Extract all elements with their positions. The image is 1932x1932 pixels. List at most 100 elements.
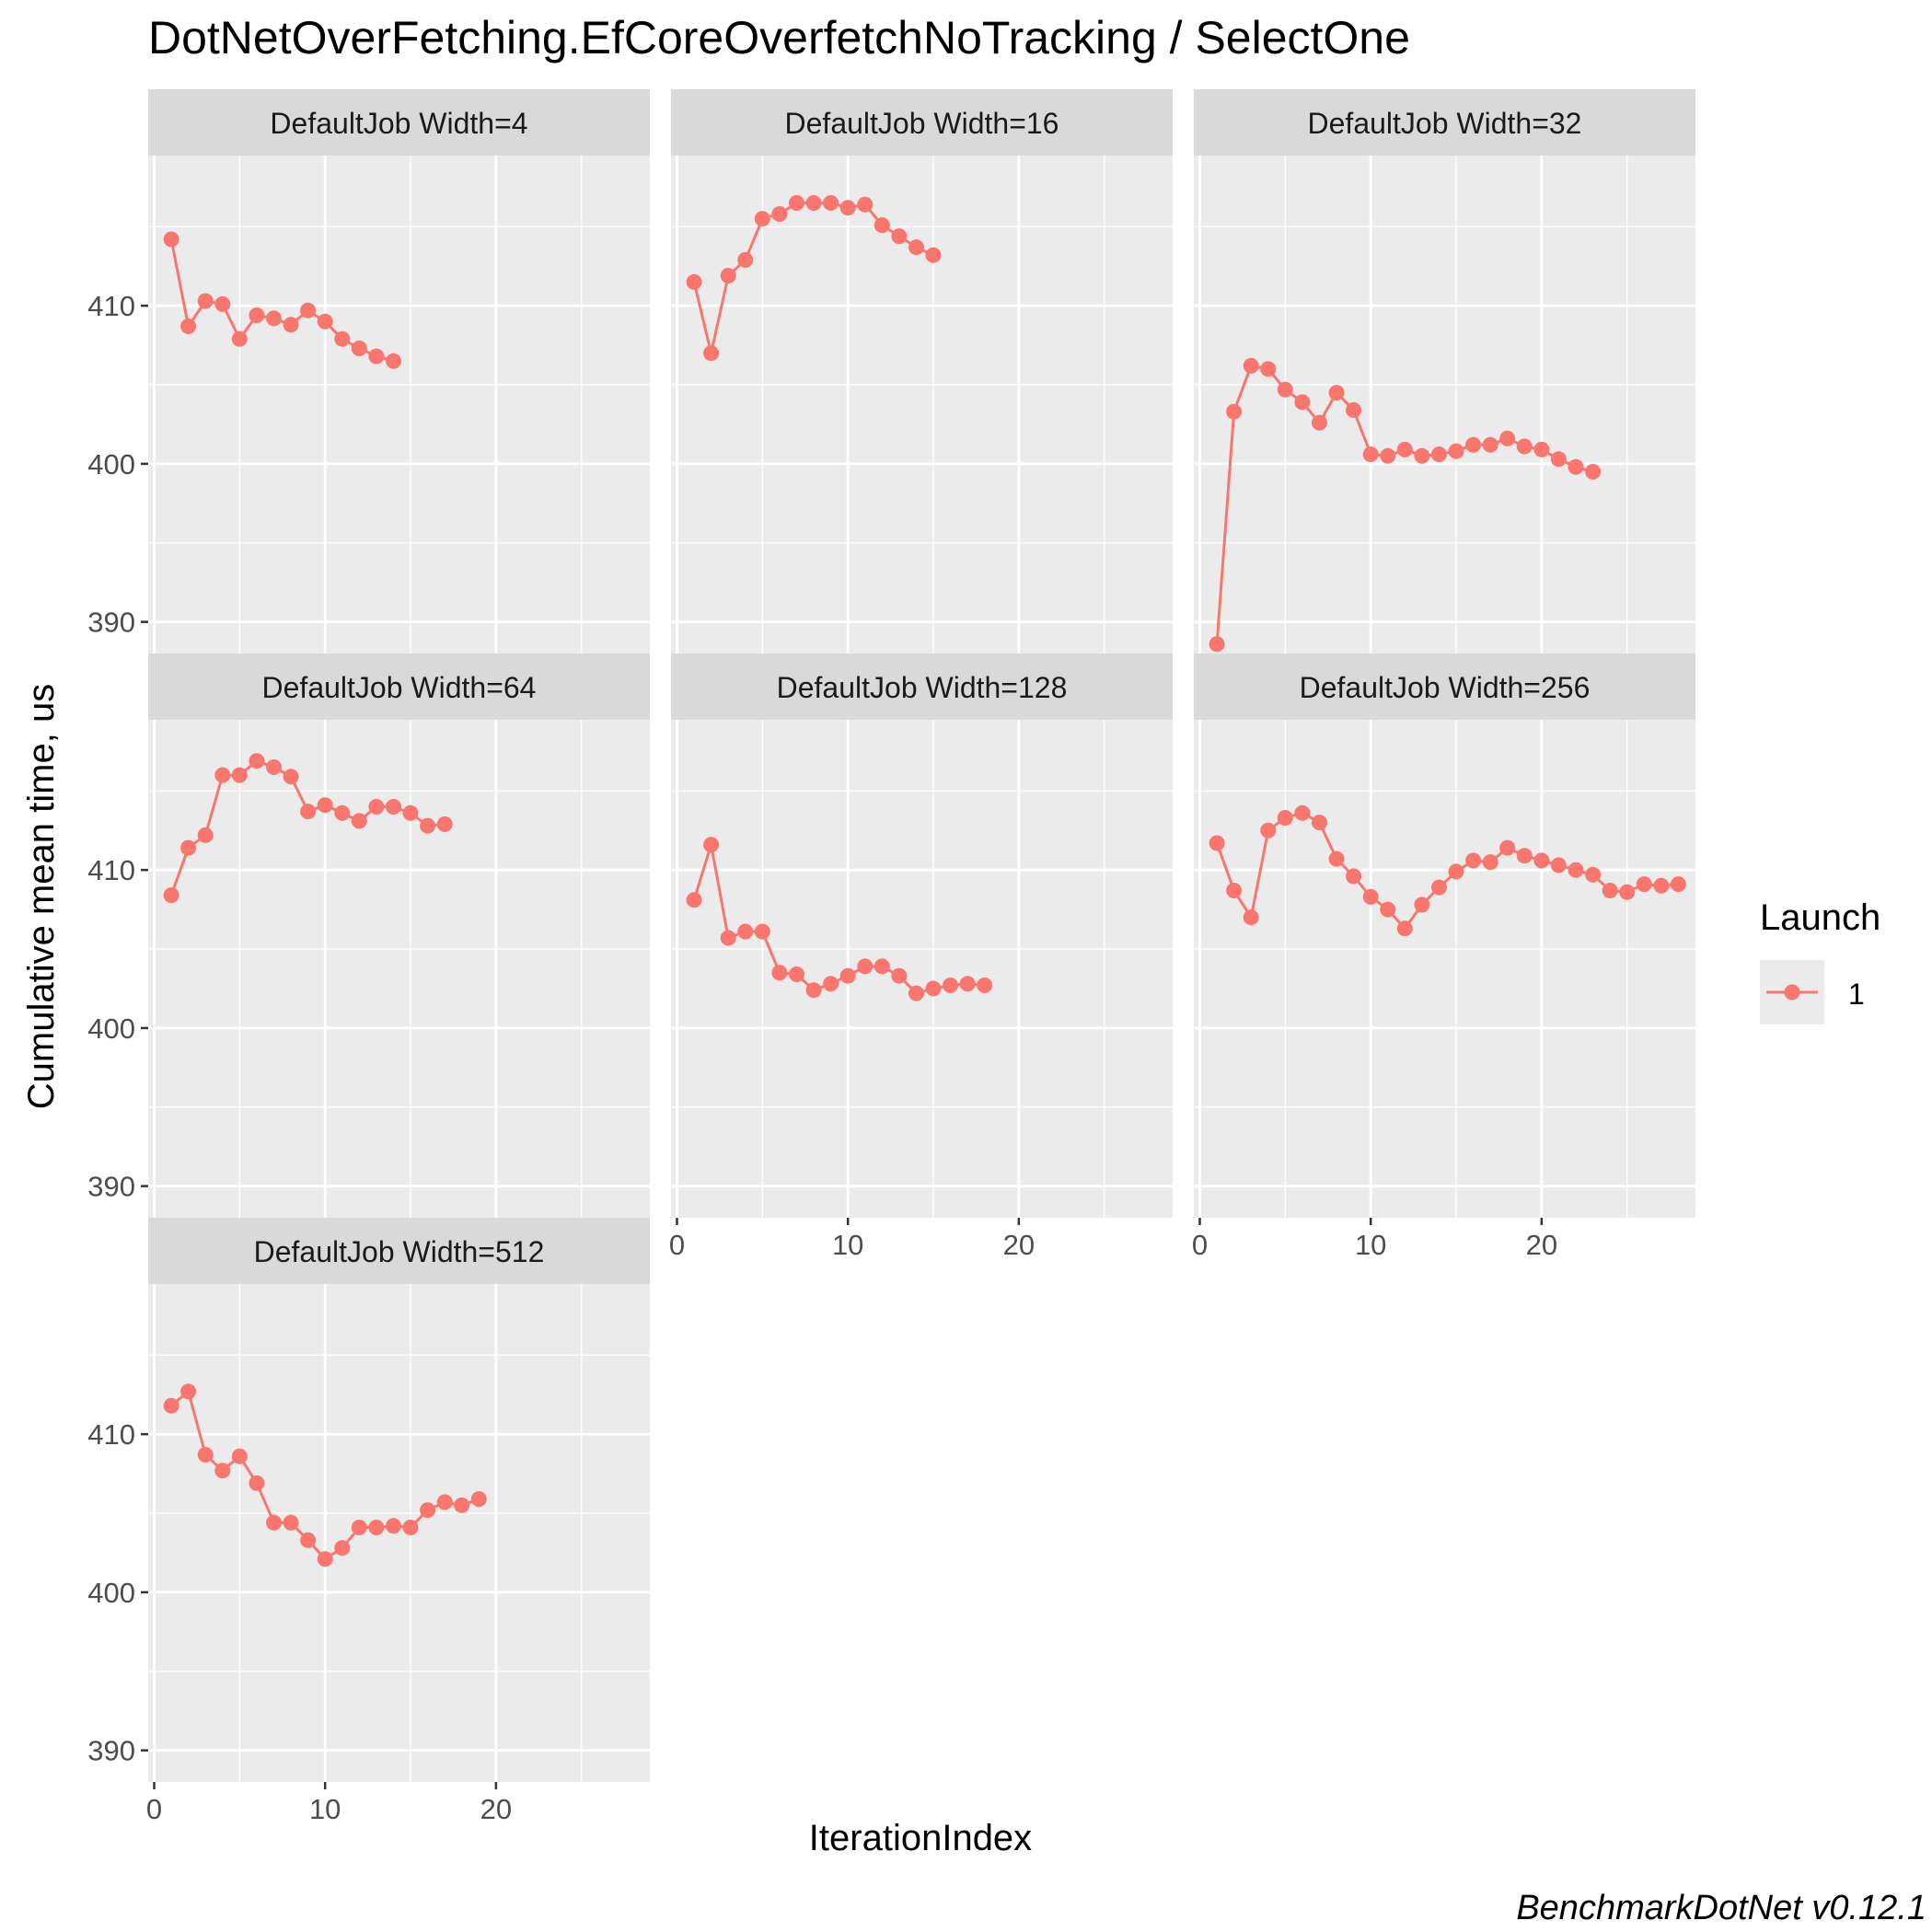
y-tick-label: 390 (87, 607, 135, 639)
data-point (214, 767, 231, 783)
data-point (1585, 866, 1602, 883)
data-point (1602, 883, 1618, 898)
panel-background (671, 156, 1173, 654)
data-point (266, 759, 282, 775)
data-point (1294, 804, 1311, 821)
y-tick-label: 410 (87, 290, 135, 322)
data-point (266, 310, 282, 327)
data-point (470, 1491, 487, 1508)
facet-panel: DefaultJob Width=128 0 10 20 (669, 654, 1173, 1261)
data-point (1362, 888, 1379, 905)
facet-strip-label: DefaultJob Width=128 (777, 671, 1068, 704)
data-point (1465, 852, 1482, 869)
data-point (436, 1494, 453, 1510)
data-point (1465, 436, 1482, 453)
legend-key-point (1784, 984, 1800, 1001)
data-point (805, 195, 822, 211)
data-point (386, 799, 401, 815)
facet-panel: DefaultJob Width=256 0 10 20 (1192, 654, 1695, 1261)
y-tick-label: 410 (87, 1418, 135, 1451)
y-tick-label: 390 (87, 1735, 135, 1767)
data-point (1328, 850, 1345, 867)
data-point (1448, 443, 1464, 459)
data-point (891, 228, 908, 245)
data-point (454, 1497, 470, 1513)
data-point (839, 200, 856, 216)
y-tick-label: 400 (87, 1577, 135, 1609)
facet-strip-label: DefaultJob Width=4 (270, 107, 527, 140)
x-tick-label: 20 (1003, 1229, 1035, 1261)
data-point (737, 251, 754, 268)
data-point (857, 958, 873, 975)
data-point (402, 1520, 419, 1535)
data-point (334, 804, 351, 821)
data-point (1277, 810, 1293, 826)
data-point (180, 318, 197, 334)
data-point (1328, 385, 1345, 401)
data-point (402, 804, 419, 821)
x-tick-label: 0 (1192, 1229, 1208, 1261)
data-point (1396, 920, 1413, 937)
data-point (1346, 868, 1362, 885)
data-point (163, 887, 179, 904)
data-point (420, 1502, 436, 1519)
panel-background (1194, 720, 1695, 1218)
data-point (1209, 835, 1225, 851)
legend: Launch 1 (1760, 897, 1880, 1024)
data-point (1226, 403, 1243, 420)
data-point (420, 817, 436, 834)
data-point (977, 978, 993, 993)
data-point (180, 839, 197, 856)
panel-background (148, 720, 650, 1218)
data-point (351, 1520, 367, 1535)
data-point (1533, 441, 1550, 457)
facet-panel: DefaultJob Width=4 390 400 410 (87, 89, 650, 654)
data-point (823, 976, 839, 992)
data-point (754, 923, 770, 940)
data-point (351, 813, 367, 829)
data-point (1346, 402, 1362, 418)
data-point (1260, 822, 1277, 839)
data-point (720, 930, 736, 946)
data-point (334, 1540, 351, 1556)
data-point (334, 330, 351, 347)
data-point (823, 195, 839, 211)
data-point (1380, 901, 1396, 918)
facet-strip-label: DefaultJob Width=32 (1308, 107, 1582, 140)
data-point (1431, 446, 1447, 463)
data-point (686, 273, 702, 290)
legend-entry-1: 1 (1848, 978, 1865, 1011)
facet-strip-label: DefaultJob Width=256 (1300, 671, 1591, 704)
data-point (1294, 394, 1311, 411)
data-point (754, 211, 770, 227)
panel-background (671, 720, 1173, 1218)
data-point (891, 967, 908, 984)
data-point (351, 341, 367, 356)
data-point (368, 799, 385, 815)
data-point (180, 1383, 197, 1400)
data-point (1448, 863, 1464, 880)
data-point (789, 195, 804, 211)
data-point (1431, 879, 1447, 896)
data-point (1516, 848, 1533, 864)
data-point (771, 206, 788, 222)
data-point (1260, 361, 1277, 377)
data-point (436, 816, 453, 832)
facet-strip (1194, 654, 1695, 720)
data-point (1414, 447, 1430, 464)
y-tick-label: 400 (87, 1012, 135, 1045)
data-point (703, 345, 720, 362)
data-point (300, 302, 317, 318)
facet-strip (1194, 89, 1695, 156)
data-point (1499, 430, 1516, 446)
data-point (839, 967, 856, 984)
data-point (231, 330, 248, 347)
data-point (1670, 876, 1686, 893)
data-point (1619, 884, 1636, 900)
facet-strip-label: DefaultJob Width=16 (785, 107, 1059, 140)
data-point (386, 1518, 401, 1534)
series-line (1215, 811, 1679, 931)
x-tick-label: 10 (309, 1793, 341, 1825)
facet-strip-label: DefaultJob Width=512 (254, 1235, 545, 1268)
